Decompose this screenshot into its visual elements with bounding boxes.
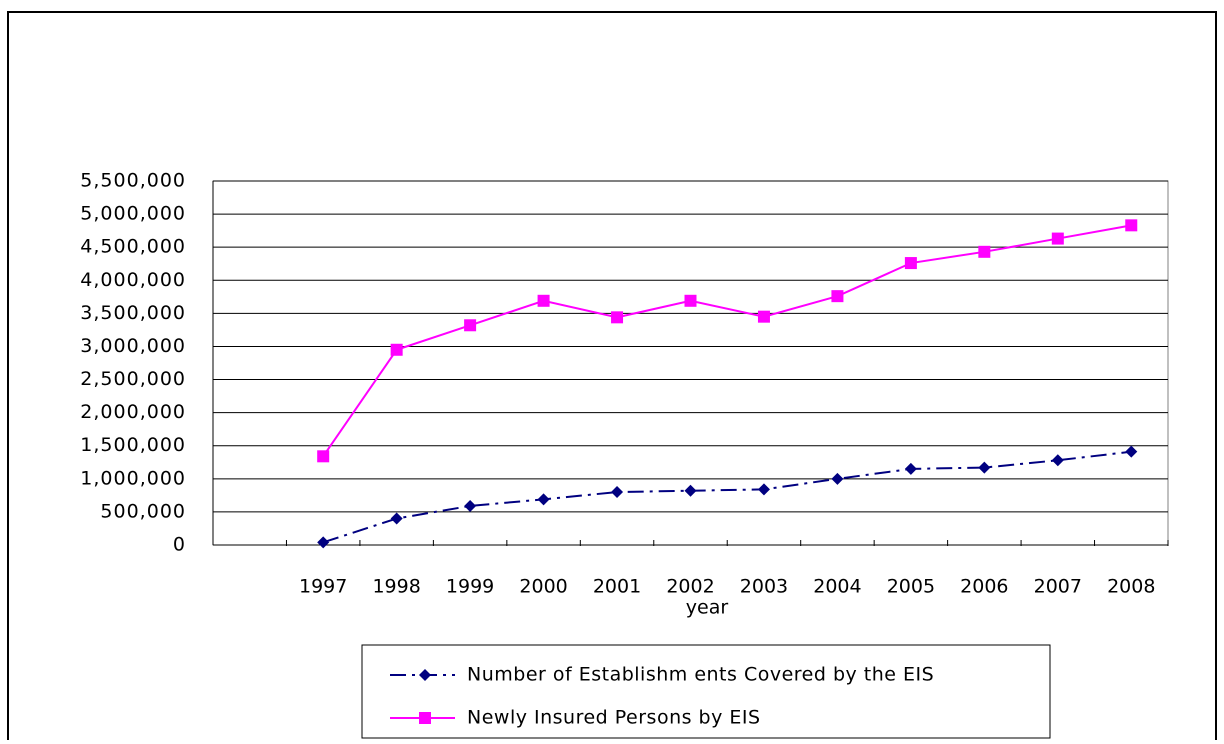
x-tick-label: 1999 [446, 576, 494, 598]
data-point [390, 343, 403, 356]
series-line [322, 224, 1132, 457]
data-point [317, 450, 330, 463]
data-point [1051, 454, 1064, 467]
data-point [464, 499, 477, 512]
x-tick-label: 2006 [960, 576, 1008, 598]
y-tick-label: 500,000 [100, 500, 186, 522]
data-point [978, 461, 991, 474]
data-point [317, 536, 330, 549]
x-tick-label: 2002 [666, 576, 714, 598]
y-tick-label: 1,500,000 [80, 434, 186, 456]
y-tick-label: 2,000,000 [80, 401, 186, 423]
y-tick-label: 4,500,000 [80, 236, 186, 258]
chart-frame [7, 11, 1217, 740]
data-point [390, 512, 403, 525]
data-point [757, 483, 770, 496]
x-tick-label: 2004 [813, 576, 861, 598]
y-tick-label: 2,500,000 [80, 368, 186, 390]
x-tick-label: 2001 [593, 576, 641, 598]
legend [361, 644, 1051, 739]
x-tick-label: 2008 [1107, 576, 1155, 598]
legend-label: Number of Establishm ents Covered by the… [467, 664, 934, 686]
data-point [1051, 232, 1064, 245]
x-tick-label: 2007 [1034, 576, 1082, 598]
legend-marker [419, 669, 431, 681]
y-tick-label: 4,000,000 [80, 269, 186, 291]
y-tick-label: 5,000,000 [80, 203, 186, 225]
data-point [537, 294, 550, 307]
data-point [757, 310, 770, 323]
y-tick-label: 0 [173, 534, 186, 556]
data-point [684, 484, 697, 497]
data-point [831, 290, 844, 303]
data-point [1125, 219, 1138, 232]
x-tick-label: 1998 [372, 576, 420, 598]
y-tick-label: 3,000,000 [80, 335, 186, 357]
data-point [537, 493, 550, 506]
data-point [611, 486, 624, 499]
x-axis-label: year [686, 597, 729, 619]
data-point [978, 245, 991, 258]
data-point [904, 257, 917, 270]
y-tick-label: 3,500,000 [80, 302, 186, 324]
x-tick-label: 2005 [887, 576, 935, 598]
data-point [684, 294, 697, 307]
x-tick-label: 2000 [519, 576, 567, 598]
y-tick-label: 5,500,000 [80, 170, 186, 192]
legend-marker [419, 712, 431, 724]
data-point [464, 319, 477, 332]
series-line [322, 450, 1132, 544]
data-point [1125, 445, 1138, 458]
legend-label: Newly Insured Persons by EIS [467, 707, 761, 729]
x-tick-label: 2003 [740, 576, 788, 598]
y-tick-label: 1,000,000 [80, 467, 186, 489]
data-point [904, 462, 917, 475]
x-tick-label: 1997 [299, 576, 347, 598]
data-point [611, 311, 624, 324]
data-point [831, 472, 844, 485]
